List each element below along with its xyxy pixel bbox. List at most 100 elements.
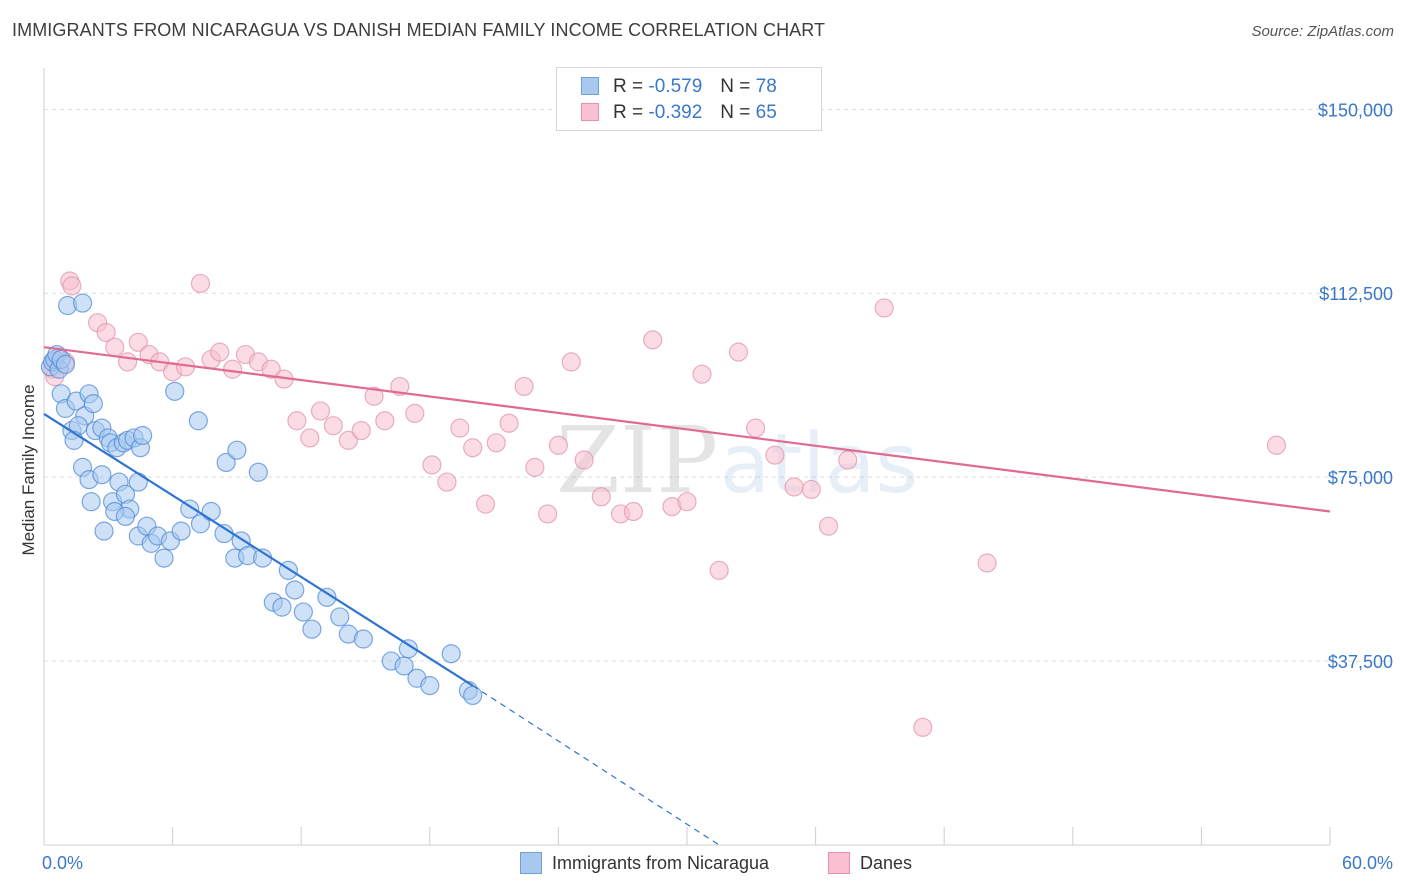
danes-point[interactable]	[728, 342, 749, 362]
danes-point[interactable]	[643, 330, 663, 350]
nicaragua-point[interactable]	[272, 597, 292, 617]
trend-lines	[43, 346, 1331, 846]
nicaragua-point[interactable]	[94, 521, 114, 541]
danes-point[interactable]	[977, 553, 997, 573]
danes-point[interactable]	[623, 501, 644, 522]
danes-point[interactable]	[561, 352, 581, 372]
danes-point[interactable]	[784, 477, 804, 497]
nicaragua-point[interactable]	[55, 354, 76, 374]
nicaragua-point[interactable]	[188, 411, 208, 431]
danes-point[interactable]	[709, 560, 729, 580]
nicaragua-point[interactable]	[398, 639, 418, 659]
nicaragua-point[interactable]	[248, 462, 268, 482]
nicaragua-points	[40, 293, 483, 706]
axes	[43, 68, 1331, 846]
bottom-legend-danes[interactable]: Danes	[828, 852, 912, 874]
legend-n-label: N =	[720, 76, 751, 97]
nicaragua-point[interactable]	[420, 676, 440, 696]
danes-point[interactable]	[223, 359, 243, 379]
danes-point[interactable]	[405, 403, 425, 424]
legend-r-label: R =	[613, 76, 644, 97]
nicaragua-point[interactable]	[72, 293, 93, 313]
danes-point[interactable]	[874, 298, 894, 318]
danes-point[interactable]	[913, 717, 933, 737]
danes-point[interactable]	[261, 359, 281, 379]
nicaragua-point[interactable]	[285, 580, 305, 600]
danes-point[interactable]	[287, 411, 307, 431]
bottom-legend-label-nicaragua: Immigrants from Nicaragua	[552, 853, 770, 873]
nicaragua-point[interactable]	[317, 587, 337, 607]
danes-point[interactable]	[450, 418, 470, 438]
danes-point[interactable]	[437, 472, 457, 492]
danes-point[interactable]	[310, 401, 331, 421]
nicaragua-point[interactable]	[115, 506, 136, 527]
danes-point[interactable]	[1266, 435, 1287, 455]
danes-point[interactable]	[525, 457, 545, 477]
danes-point[interactable]	[105, 337, 125, 357]
danes-points	[42, 271, 1287, 737]
danes-point[interactable]	[190, 273, 211, 294]
danes-point[interactable]	[375, 411, 395, 431]
nicaragua-point[interactable]	[216, 452, 236, 473]
danes-point[interactable]	[96, 322, 116, 343]
source-label[interactable]: Source: ZipAtlas.com	[1251, 23, 1394, 40]
danes-point[interactable]	[117, 352, 138, 372]
x-tick-labels: 0.0% 60.0%	[42, 853, 1393, 873]
nicaragua-point[interactable]	[302, 619, 322, 639]
danes-point[interactable]	[475, 494, 496, 514]
bottom-legend-nicaragua[interactable]: Immigrants from Nicaragua	[520, 852, 769, 874]
y-tick-labels: $37,500 $75,000 $112,500 $150,000	[1318, 100, 1393, 672]
danes-point[interactable]	[548, 435, 569, 455]
danes-point[interactable]	[338, 430, 358, 450]
nicaragua-point[interactable]	[394, 656, 414, 676]
danes-point[interactable]	[745, 418, 766, 438]
danes-point[interactable]	[677, 492, 697, 512]
danes-point[interactable]	[765, 445, 785, 465]
danes-point[interactable]	[514, 376, 534, 397]
nicaragua-point[interactable]	[171, 521, 191, 541]
danes-point[interactable]	[422, 455, 442, 475]
legend-swatch-danes	[581, 103, 599, 121]
danes-point[interactable]	[210, 342, 230, 362]
danes-point[interactable]	[62, 276, 82, 296]
nicaragua-point[interactable]	[330, 607, 350, 627]
danes-point[interactable]	[818, 516, 839, 536]
nicaragua-trend-line	[43, 412, 474, 687]
danes-point[interactable]	[463, 438, 483, 458]
danes-point[interactable]	[838, 450, 858, 470]
nicaragua-point[interactable]	[227, 440, 247, 460]
danes-point[interactable]	[351, 420, 371, 441]
nicaragua-point[interactable]	[441, 644, 461, 664]
nicaragua-point[interactable]	[92, 465, 112, 485]
nicaragua-point[interactable]	[353, 629, 373, 649]
nicaragua-point[interactable]	[293, 602, 313, 622]
danes-point[interactable]	[300, 428, 320, 448]
danes-point[interactable]	[591, 487, 611, 507]
y-tick-label: $37,500	[1328, 652, 1393, 672]
bottom-legend-label-danes: Danes	[860, 853, 913, 873]
nicaragua-point[interactable]	[81, 492, 101, 512]
legend-n-value: 78	[755, 76, 777, 97]
danes-point[interactable]	[574, 450, 594, 470]
danes-point[interactable]	[538, 504, 558, 524]
danes-point[interactable]	[390, 376, 410, 397]
gridlines	[44, 108, 1390, 662]
nicaragua-point[interactable]	[201, 501, 221, 522]
nicaragua-point[interactable]	[132, 425, 153, 446]
danes-point[interactable]	[323, 416, 343, 436]
danes-point[interactable]	[364, 386, 384, 406]
y-tick-label: $150,000	[1318, 100, 1393, 120]
nicaragua-point[interactable]	[463, 685, 483, 706]
nicaragua-point[interactable]	[128, 472, 148, 492]
danes-point[interactable]	[486, 433, 506, 453]
nicaragua-point[interactable]	[154, 548, 174, 568]
y-tick-label: $112,500	[1319, 284, 1393, 304]
nicaragua-point[interactable]	[83, 393, 103, 414]
danes-point[interactable]	[128, 332, 148, 352]
danes-point[interactable]	[499, 413, 519, 433]
nicaragua-point[interactable]	[190, 514, 211, 534]
legend-row-danes: R = -0.392 N = 65	[581, 102, 777, 126]
danes-point[interactable]	[692, 364, 712, 384]
nicaragua-point[interactable]	[165, 381, 185, 401]
danes-point[interactable]	[801, 479, 821, 500]
